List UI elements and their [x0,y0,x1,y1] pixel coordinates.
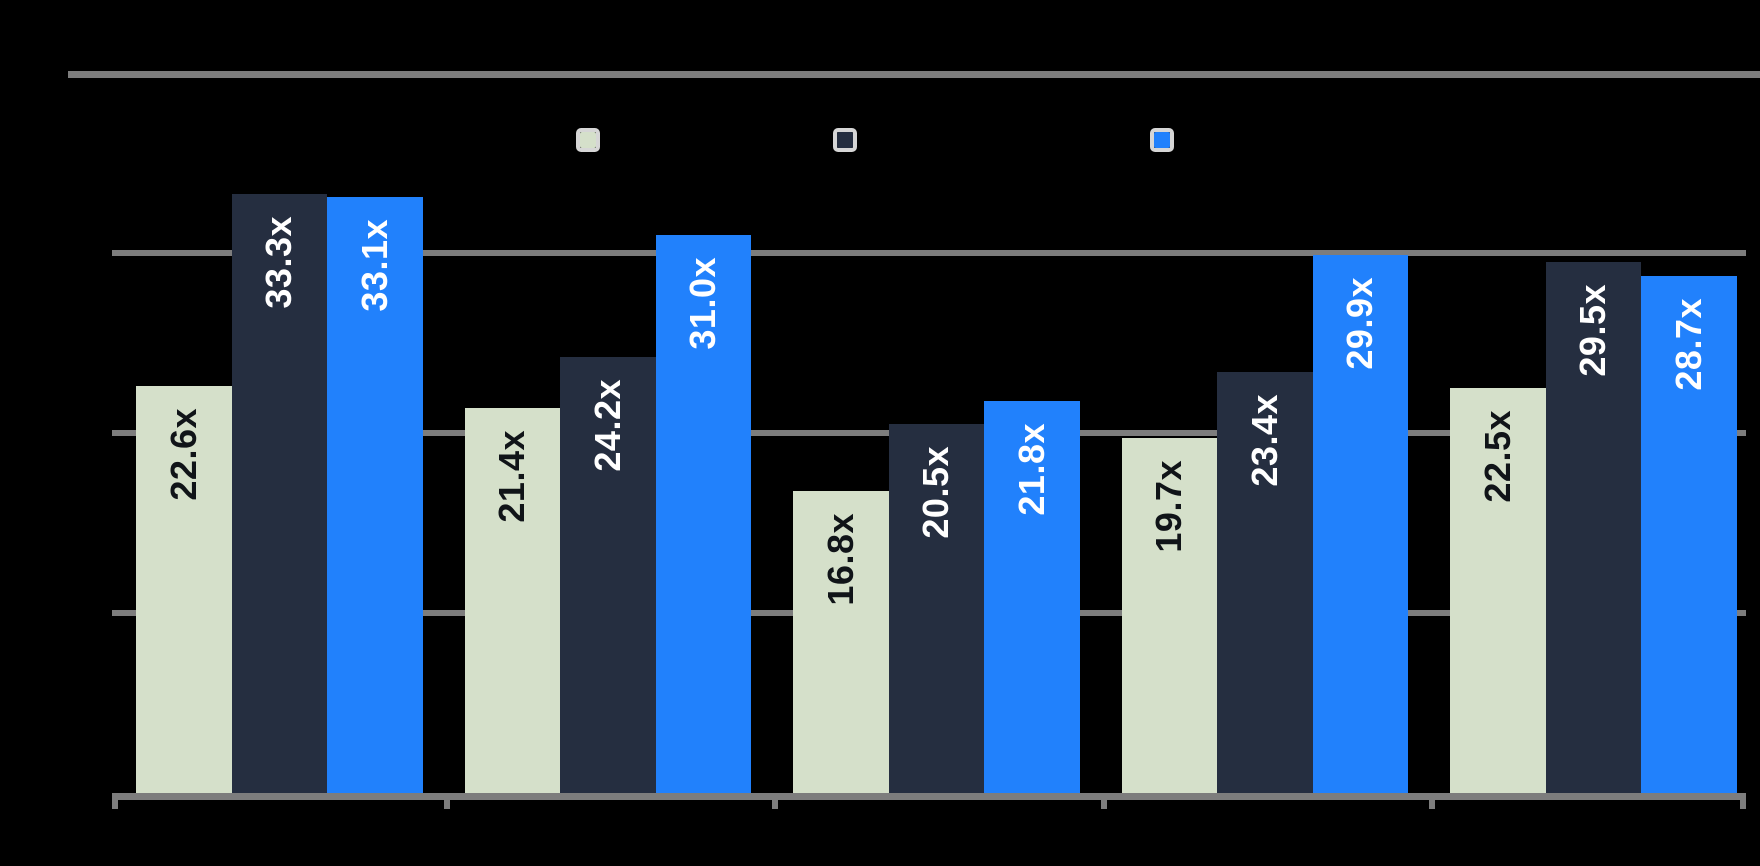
bar-value-label: 20.5x [915,446,957,539]
legend-item-3 [1150,128,1184,152]
legend-swatch-icon [1150,128,1174,152]
axis-tick-5 [1740,793,1746,809]
bar-group4-series2: 23.4x [1217,371,1313,796]
bar-group1-series2: 33.3x [231,193,327,796]
bar-value-label: 24.2x [586,379,628,472]
legend-swatch-icon [833,128,857,152]
bar-group2-series3: 31.0x [655,235,751,796]
legend-item-1 [576,128,610,152]
bar-value-label: 16.8x [819,512,861,606]
bar-group1-series3: 33.1x [327,197,423,796]
x-axis-line [112,793,1746,800]
axis-tick-3 [1100,793,1107,809]
bar-value-label: 22.5x [1476,410,1518,503]
bar-group3-series1: 16.8x [793,490,889,796]
bar-value-label: 23.4x [1243,393,1285,487]
bar-value-label: 33.1x [353,219,395,312]
bar-value-label: 21.8x [1010,422,1052,516]
bar-value-label: 31.0x [682,257,724,350]
bar-group2-series2: 24.2x [560,357,656,796]
bar-group3-series2: 20.5x [888,424,984,796]
bar-value-label: 28.7x [1667,298,1709,391]
bar-group5-series1: 22.5x [1450,388,1546,796]
bar-group4-series1: 19.7x [1121,438,1217,796]
legend-item-2 [833,128,867,152]
legend-swatch-fill [837,132,853,148]
bar-value-label: 29.9x [1339,276,1381,370]
bar-group3-series3: 21.8x [984,400,1080,796]
bar-group1-series1: 22.6x [136,386,232,796]
top-rule [68,71,1760,78]
bar-value-label: 19.7x [1148,460,1190,553]
axis-tick-2 [772,793,779,809]
bar-value-label: 33.3x [258,215,300,309]
legend-swatch-fill [580,132,596,148]
axis-tick-4 [1429,793,1436,809]
bar-value-label: 22.6x [162,408,204,501]
bar-group5-series3: 28.7x [1641,276,1737,796]
bar-group4-series3: 29.9x [1312,254,1408,796]
legend-swatch-fill [1154,132,1170,148]
bar-group2-series1: 21.4x [464,407,560,796]
gridline-30x [112,250,1746,256]
bar-value-label: 29.5x [1572,284,1614,377]
legend-swatch-icon [576,128,600,152]
axis-tick-0 [112,793,118,809]
bar-group5-series2: 29.5x [1545,262,1641,796]
axis-tick-1 [443,793,450,809]
bar-value-label: 21.4x [491,429,533,523]
